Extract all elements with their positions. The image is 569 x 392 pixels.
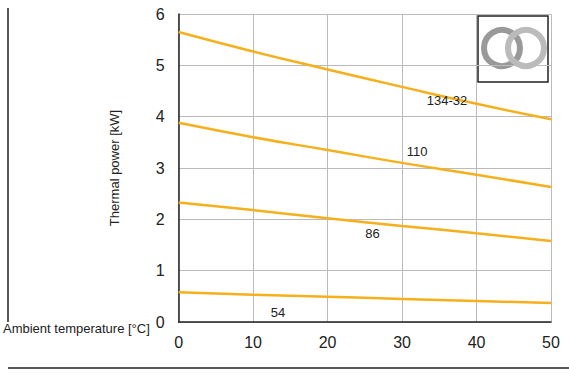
svg-text:4: 4 (156, 108, 165, 125)
svg-text:86: 86 (365, 226, 379, 241)
svg-text:54: 54 (271, 305, 285, 320)
svg-text:134-32: 134-32 (427, 93, 467, 108)
svg-text:110: 110 (407, 144, 428, 159)
svg-text:10: 10 (244, 334, 262, 351)
svg-text:30: 30 (393, 334, 411, 351)
svg-text:6: 6 (156, 6, 165, 23)
svg-text:0: 0 (156, 314, 165, 331)
svg-text:Thermal power [kW]: Thermal power [kW] (107, 110, 122, 226)
svg-text:2: 2 (156, 211, 165, 228)
svg-text:1: 1 (156, 262, 165, 279)
svg-text:50: 50 (542, 334, 560, 351)
svg-text:3: 3 (156, 160, 165, 177)
svg-text:5: 5 (156, 57, 165, 74)
svg-text:Ambient temperature [°C]: Ambient temperature [°C] (3, 321, 150, 336)
svg-text:0: 0 (174, 334, 183, 351)
svg-text:20: 20 (319, 334, 337, 351)
svg-text:40: 40 (468, 334, 486, 351)
